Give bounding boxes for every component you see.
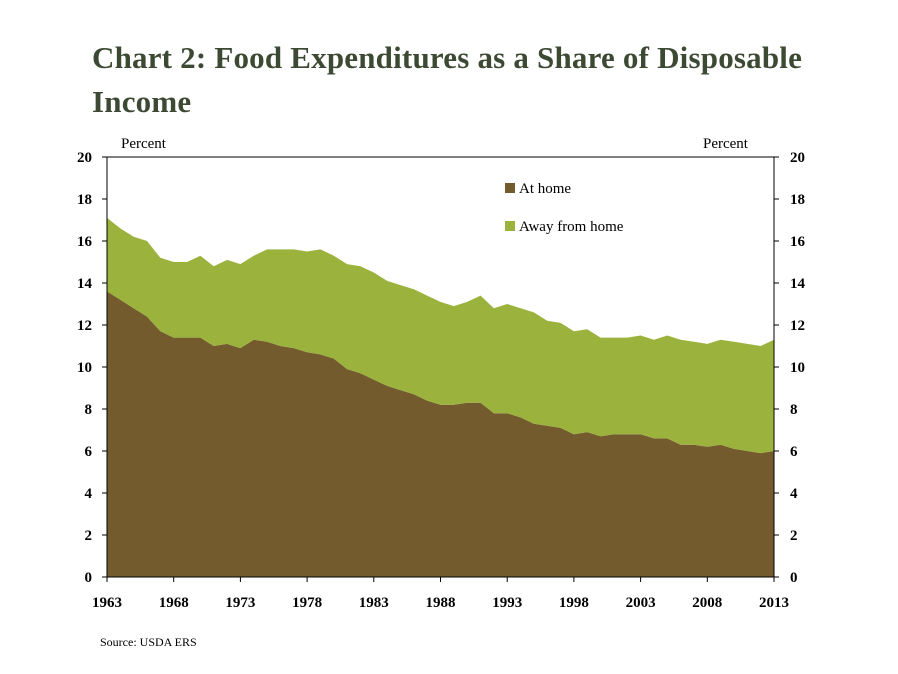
x-tick-label: 2003 <box>626 595 656 611</box>
legend-label-0: At home <box>519 181 571 197</box>
area-series-1 <box>107 217 774 454</box>
y-tick-label-left: 12 <box>77 318 92 334</box>
y-tick-label-right: 20 <box>790 150 805 166</box>
legend: At home Away from home <box>505 181 624 235</box>
x-tick-label: 1973 <box>225 595 255 611</box>
y-tick-label-right: 18 <box>790 192 805 208</box>
y-tick-label-right: 14 <box>790 276 806 292</box>
x-tick-label: 1983 <box>359 595 389 611</box>
y-tick-label-left: 0 <box>85 570 93 586</box>
x-tick-label: 1963 <box>92 595 122 611</box>
legend-swatch-1 <box>505 221 515 231</box>
y-tick-label-left: 6 <box>85 444 93 460</box>
x-tick-label: 1968 <box>159 595 189 611</box>
y-tick-label-left: 2 <box>85 528 93 544</box>
x-tick-label: 1988 <box>426 595 456 611</box>
legend-label-1: Away from home <box>519 219 624 235</box>
y-tick-label-left: 10 <box>77 360 92 376</box>
y-tick-label-left: 8 <box>85 402 93 418</box>
x-tick-label: 1993 <box>492 595 522 611</box>
right-axis-unit: Percent <box>703 136 748 152</box>
x-tick-label: 2008 <box>692 595 722 611</box>
y-tick-label-left: 20 <box>77 150 92 166</box>
x-tick-label: 1998 <box>559 595 589 611</box>
y-tick-label-right: 6 <box>790 444 798 460</box>
y-tick-label-right: 12 <box>790 318 805 334</box>
y-tick-label-right: 4 <box>790 486 798 502</box>
y-tick-label-right: 10 <box>790 360 805 376</box>
chart-title: Chart 2: Food Expenditures as a Share of… <box>92 40 803 119</box>
y-tick-label-right: 0 <box>790 570 798 586</box>
source-note: Source: USDA ERS <box>100 635 197 649</box>
tick-labels: 0 0 2 2 4 4 6 6 8 8 10 10 12 12 14 14 16 16 18 18 20 20 1963 19… <box>77 150 806 611</box>
y-tick-label-left: 4 <box>85 486 93 502</box>
y-tick-label-right: 16 <box>790 234 806 250</box>
left-axis-unit: Percent <box>121 136 166 152</box>
area-series-0 <box>107 291 774 577</box>
y-tick-label-right: 8 <box>790 402 798 418</box>
y-tick-label-left: 16 <box>77 234 93 250</box>
y-tick-label-left: 18 <box>77 192 92 208</box>
legend-swatch-0 <box>505 183 515 193</box>
area-layer <box>107 217 774 577</box>
y-tick-label-left: 14 <box>77 276 93 292</box>
x-tick-label: 2013 <box>759 595 789 611</box>
y-tick-label-right: 2 <box>790 528 798 544</box>
x-tick-label: 1978 <box>292 595 322 611</box>
axes-layer <box>102 156 779 582</box>
